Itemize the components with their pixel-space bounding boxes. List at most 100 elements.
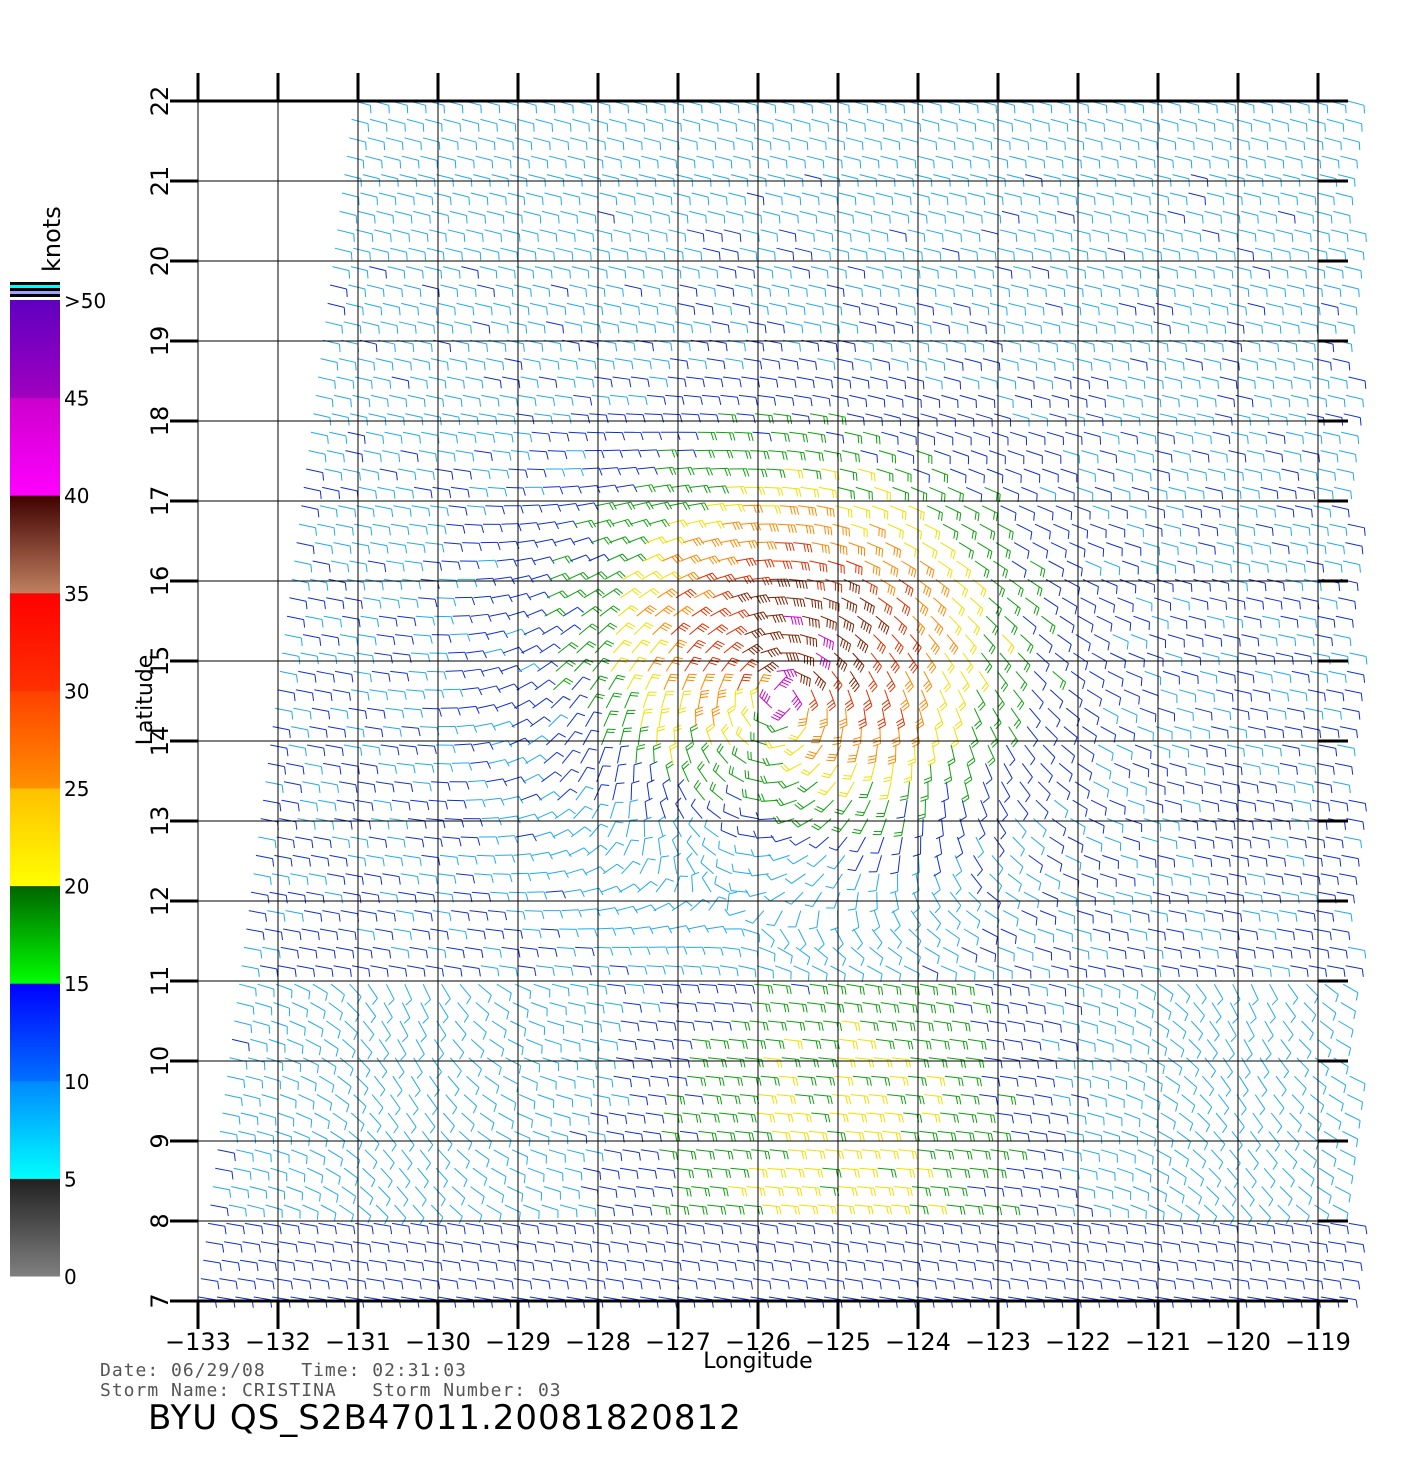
wind-barb (894, 1038, 914, 1050)
wind-barb (688, 817, 701, 838)
wind-barb (844, 689, 855, 712)
wind-barb (820, 192, 838, 206)
wind-barb (734, 1278, 753, 1290)
wind-barb (1275, 1075, 1287, 1097)
wind-barb (1009, 855, 1024, 875)
wind-barb (677, 571, 700, 582)
wind-barb (485, 928, 505, 940)
wind-barb (385, 707, 405, 719)
wind-barb (763, 891, 786, 902)
wind-barb (488, 1186, 505, 1204)
wind-barb (1158, 1130, 1174, 1148)
wind-barb (655, 1038, 675, 1050)
wind-barb (593, 519, 615, 528)
wind-barb (788, 1002, 808, 1013)
wind-barb (547, 1020, 565, 1034)
wind-barb (1172, 597, 1190, 611)
wind-barb (1084, 1278, 1103, 1290)
wind-barb (426, 818, 446, 829)
wind-barb (927, 358, 946, 371)
wind-barb (897, 302, 916, 316)
wind-barb (875, 615, 890, 635)
wind-barb (430, 358, 449, 371)
wind-barb (641, 1002, 661, 1013)
wind-barb (599, 192, 618, 206)
wind-barb (1234, 1112, 1245, 1134)
wind-barb (670, 622, 691, 635)
wind-barb (1238, 229, 1257, 242)
wind-barb (438, 726, 459, 735)
wind-barb (362, 597, 382, 609)
wind-barb (1162, 670, 1180, 685)
wind-barb (516, 1112, 533, 1128)
wind-barb (418, 450, 438, 462)
wind-barb (973, 855, 983, 877)
wind-barb (1065, 431, 1083, 445)
wind-barb (694, 449, 716, 458)
wind-barb (318, 799, 337, 812)
wind-barb (741, 643, 764, 655)
wind-barb (1281, 468, 1300, 481)
wind-barb (960, 1094, 980, 1105)
wind-barb (827, 983, 847, 995)
wind-barb (455, 450, 475, 462)
wind-barb (323, 615, 343, 628)
wind-barb (777, 946, 793, 964)
wind-barb (1264, 1020, 1274, 1043)
wind-barb (286, 615, 306, 628)
wind-barb (832, 100, 850, 114)
wind-barb (1245, 321, 1263, 334)
wind-barb (1130, 781, 1147, 796)
wind-barb (500, 1094, 517, 1111)
wind-barb (1059, 615, 1075, 634)
wind-barb (1185, 1204, 1200, 1223)
wind-barb (780, 1204, 801, 1215)
wind-barb (977, 542, 993, 560)
wind-barb (506, 486, 526, 496)
wind-barb (1071, 100, 1089, 114)
wind-barb (955, 1130, 975, 1142)
wind-barb (1162, 818, 1180, 831)
wind-barb (762, 631, 784, 641)
wind-barb (921, 1112, 941, 1123)
wind-barb (1334, 910, 1353, 922)
wind-barb (527, 1167, 545, 1183)
wind-barb (626, 1259, 645, 1271)
wind-barb (303, 910, 323, 922)
wind-barb (1312, 1222, 1331, 1235)
wind-barb (728, 765, 745, 783)
wind-barb (670, 358, 689, 370)
wind-barb (1309, 247, 1328, 261)
wind-barb (351, 542, 370, 554)
wind-barb (802, 615, 820, 629)
wind-barb (1086, 689, 1102, 707)
wind-barb (276, 836, 295, 849)
wind-barb (717, 556, 739, 566)
wind-barb (398, 321, 417, 334)
wind-barb (589, 1259, 609, 1271)
wind-barb (926, 505, 943, 521)
wind-barb (1170, 468, 1189, 482)
wind-barb (1099, 873, 1117, 887)
wind-barb (888, 376, 907, 390)
wind-barb (1018, 1075, 1037, 1088)
wind-barb (980, 800, 988, 822)
wind-barb (1307, 266, 1326, 279)
wind-barb (1182, 376, 1201, 389)
wind-barb (583, 588, 605, 599)
wind-barb (959, 394, 977, 409)
wind-barb (464, 946, 484, 958)
wind-barb (1109, 229, 1128, 242)
wind-barb (624, 1130, 644, 1143)
wind-barb (1120, 1278, 1140, 1290)
wind-barb (771, 1278, 790, 1290)
wind-barb (662, 778, 670, 801)
wind-barb (951, 1167, 971, 1179)
wind-barb (1066, 1130, 1085, 1144)
wind-barb (598, 339, 618, 352)
wind-barb (304, 1186, 321, 1202)
wind-barb (1289, 118, 1308, 132)
wind-barb (678, 1002, 698, 1013)
wind-barb (787, 302, 806, 316)
wind-barb (1275, 229, 1294, 242)
